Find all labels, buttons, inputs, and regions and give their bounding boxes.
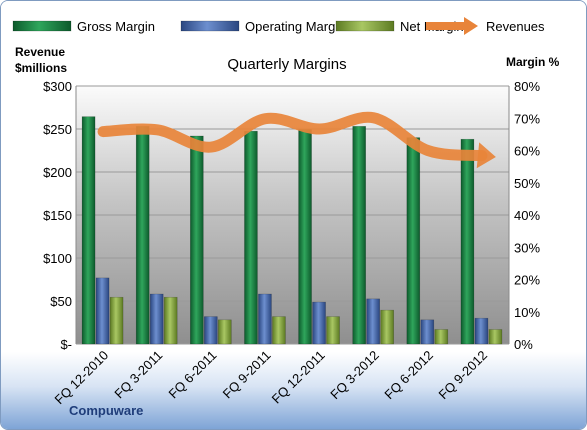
- operating-margin-bar: [420, 319, 435, 345]
- right-tick-label: 10%: [514, 305, 540, 320]
- gross-margin-bar: [352, 126, 366, 345]
- legend-label: Operating Margin: [245, 19, 345, 34]
- right-tick-label: 0%: [514, 337, 533, 352]
- gross-margin-bar: [135, 126, 150, 345]
- operating-margin-bar: [204, 316, 218, 345]
- left-tick-label: $150: [43, 208, 72, 223]
- company-name: Compuware: [69, 403, 143, 418]
- right-tick-label: 80%: [514, 79, 540, 94]
- left-axis-ticks: $- $50 $100 $150 $200 $250 $300: [43, 79, 72, 352]
- operating-margin-bar: [366, 298, 380, 345]
- gross-margin-bar: [460, 138, 475, 345]
- left-axis-title: Revenue $millions: [15, 45, 67, 75]
- right-tick-label: 60%: [514, 144, 540, 159]
- left-tick-label: $200: [43, 165, 72, 180]
- right-axis-ticks: 0% 10% 20% 30% 40% 50% 60% 70% 80%: [514, 79, 540, 352]
- net-margin-bar: [163, 296, 178, 345]
- legend-swatch: [335, 20, 395, 32]
- gross-margin-bar: [81, 116, 96, 345]
- gross-margin-bar: [298, 129, 312, 345]
- legend-gross-margin: Gross Margin: [12, 19, 155, 34]
- net-margin-bar: [488, 329, 503, 345]
- legend-revenues: Revenues: [426, 17, 545, 35]
- gross-margin-bar: [190, 135, 204, 345]
- left-tick-label: $300: [43, 79, 72, 94]
- legend-operating-margin: Operating Margin: [180, 19, 345, 34]
- operating-margin-bar: [312, 301, 326, 345]
- legend-label: Revenues: [486, 19, 545, 34]
- right-tick-label: 40%: [514, 208, 540, 223]
- legend-arrow: [464, 17, 478, 35]
- right-tick-label: 20%: [514, 273, 540, 288]
- net-margin-bar: [380, 309, 394, 345]
- right-tick-label: 50%: [514, 176, 540, 191]
- net-margin-bar: [326, 316, 340, 345]
- left-tick-label: $250: [43, 122, 72, 137]
- legend-label: Gross Margin: [77, 19, 155, 34]
- net-margin-bar: [272, 316, 286, 345]
- right-tick-label: 30%: [514, 240, 540, 255]
- operating-margin-bar: [149, 293, 164, 345]
- chart-title: Quarterly Margins: [227, 56, 346, 73]
- gross-margin-bar: [244, 130, 258, 345]
- net-margin-bar: [109, 296, 124, 345]
- revenues-arrowhead: [476, 142, 496, 169]
- net-margin-bar: [218, 319, 232, 345]
- legend-swatch: [180, 20, 240, 32]
- operating-margin-bar: [95, 277, 110, 345]
- bars: [81, 116, 503, 345]
- revenue-line: [97, 111, 496, 169]
- left-tick-label: $-: [60, 337, 72, 352]
- legend-swatch: [12, 20, 72, 32]
- revenues-line: [97, 111, 488, 162]
- right-tick-label: 70%: [514, 111, 540, 126]
- operating-margin-bar: [474, 317, 489, 345]
- left-tick-label: $100: [43, 251, 72, 266]
- net-margin-bar: [434, 329, 449, 345]
- operating-margin-bar: [258, 293, 272, 345]
- gross-margin-bar: [406, 137, 421, 345]
- left-tick-label: $50: [50, 294, 72, 309]
- right-axis-title: Margin %: [506, 55, 560, 69]
